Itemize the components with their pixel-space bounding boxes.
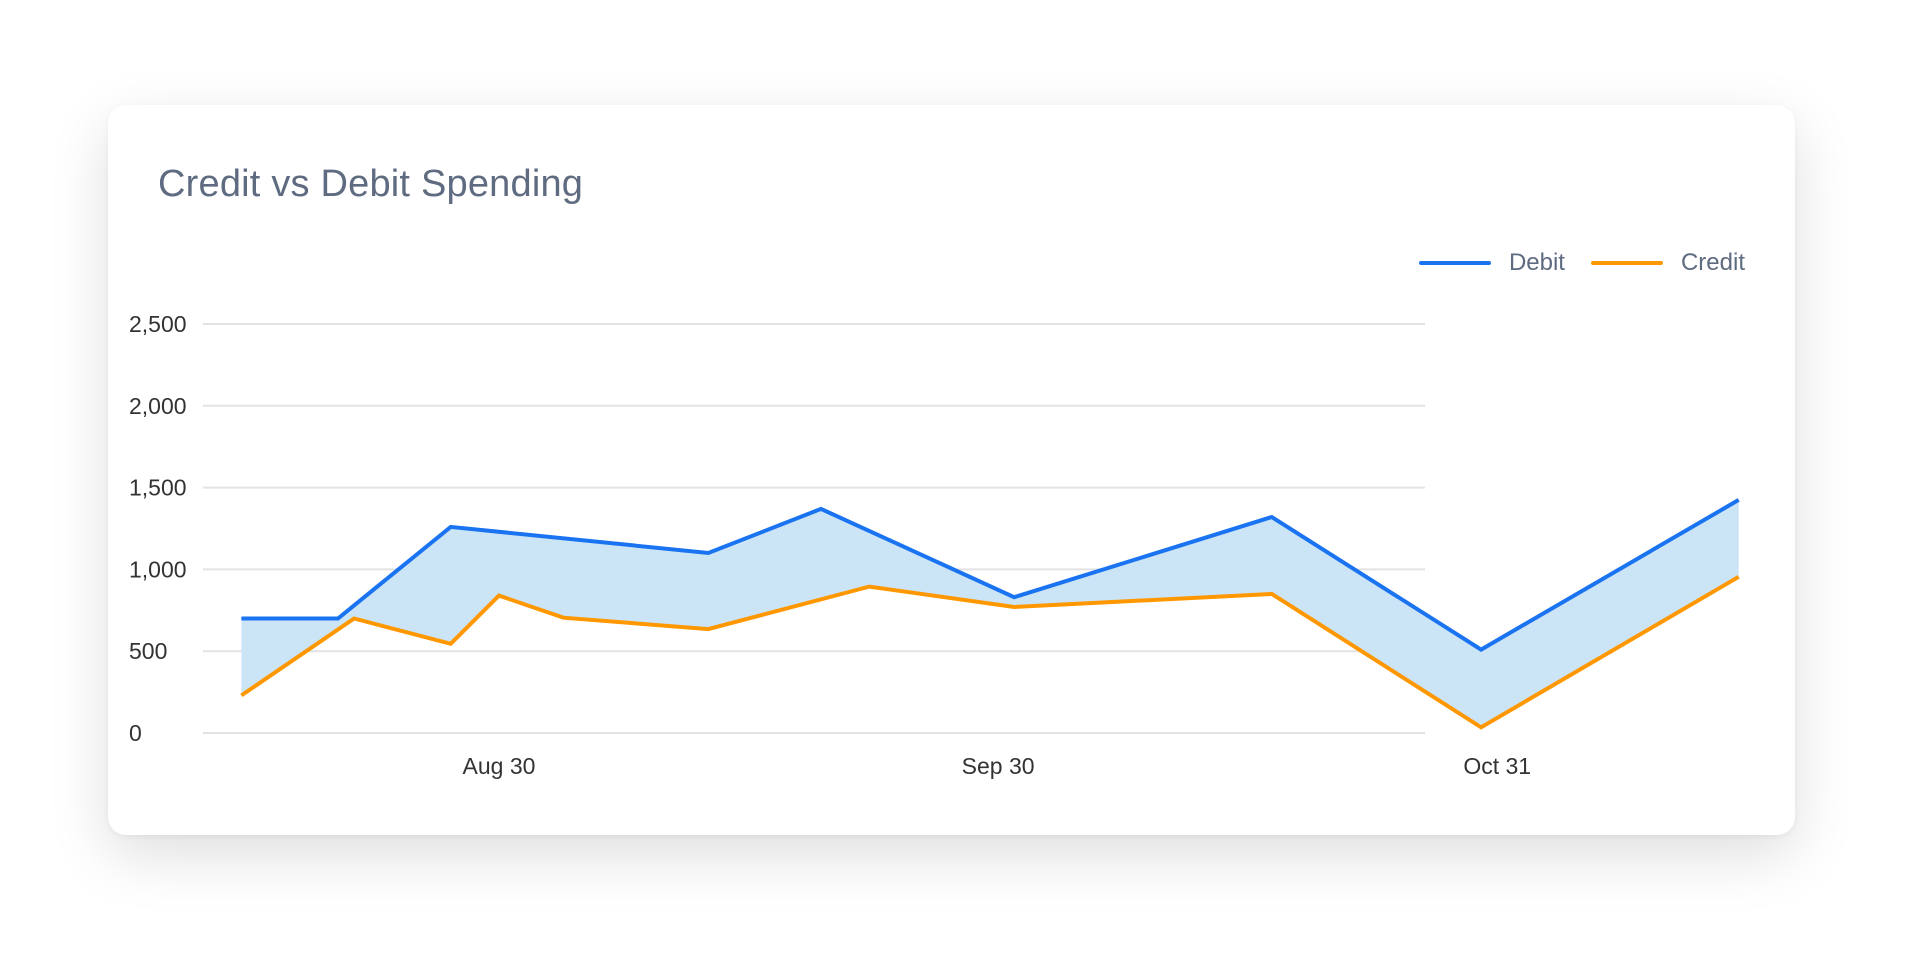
legend-label-debit: Debit: [1508, 249, 1565, 276]
y-axis: 0 500 1,000 1,500 2,000 2,500: [129, 311, 187, 746]
legend-item-credit[interactable]: Credit: [1590, 249, 1745, 277]
debit-credit-fill-area: [241, 499, 1739, 728]
credit-line[interactable]: [240, 575, 1740, 730]
chart-legend: Debit Credit: [1393, 249, 1745, 277]
chart-card: Credit vs Debit Spending Debit Credit 0 5…: [108, 105, 1795, 835]
debit-line[interactable]: [241, 498, 1740, 652]
x-tick-label: Aug 30: [463, 753, 536, 779]
chart-title: Credit vs Debit Spending: [158, 163, 584, 205]
y-tick-label: 1,000: [129, 556, 187, 582]
y-tick-label: 1,500: [129, 475, 187, 501]
y-tick-label: 2,500: [129, 311, 187, 337]
line-chart-plot: 0 500 1,000 1,500 2,000 2,500 Aug 30 Sep 30 Oct…: [129, 311, 1740, 779]
y-tick-label: 0: [129, 720, 142, 746]
legend-label-credit: Credit: [1680, 249, 1745, 276]
legend-item-debit[interactable]: Debit: [1418, 249, 1565, 277]
x-axis: Aug 30 Sep 30 Oct 31: [463, 753, 1532, 779]
x-tick-label: Sep 30: [962, 753, 1035, 779]
y-tick-label: 2,000: [129, 393, 187, 419]
debit-line-swatch-icon: [1418, 261, 1491, 265]
credit-line-swatch-icon: [1590, 261, 1663, 265]
x-tick-label: Oct 31: [1463, 753, 1531, 779]
y-tick-label: 500: [129, 638, 167, 664]
